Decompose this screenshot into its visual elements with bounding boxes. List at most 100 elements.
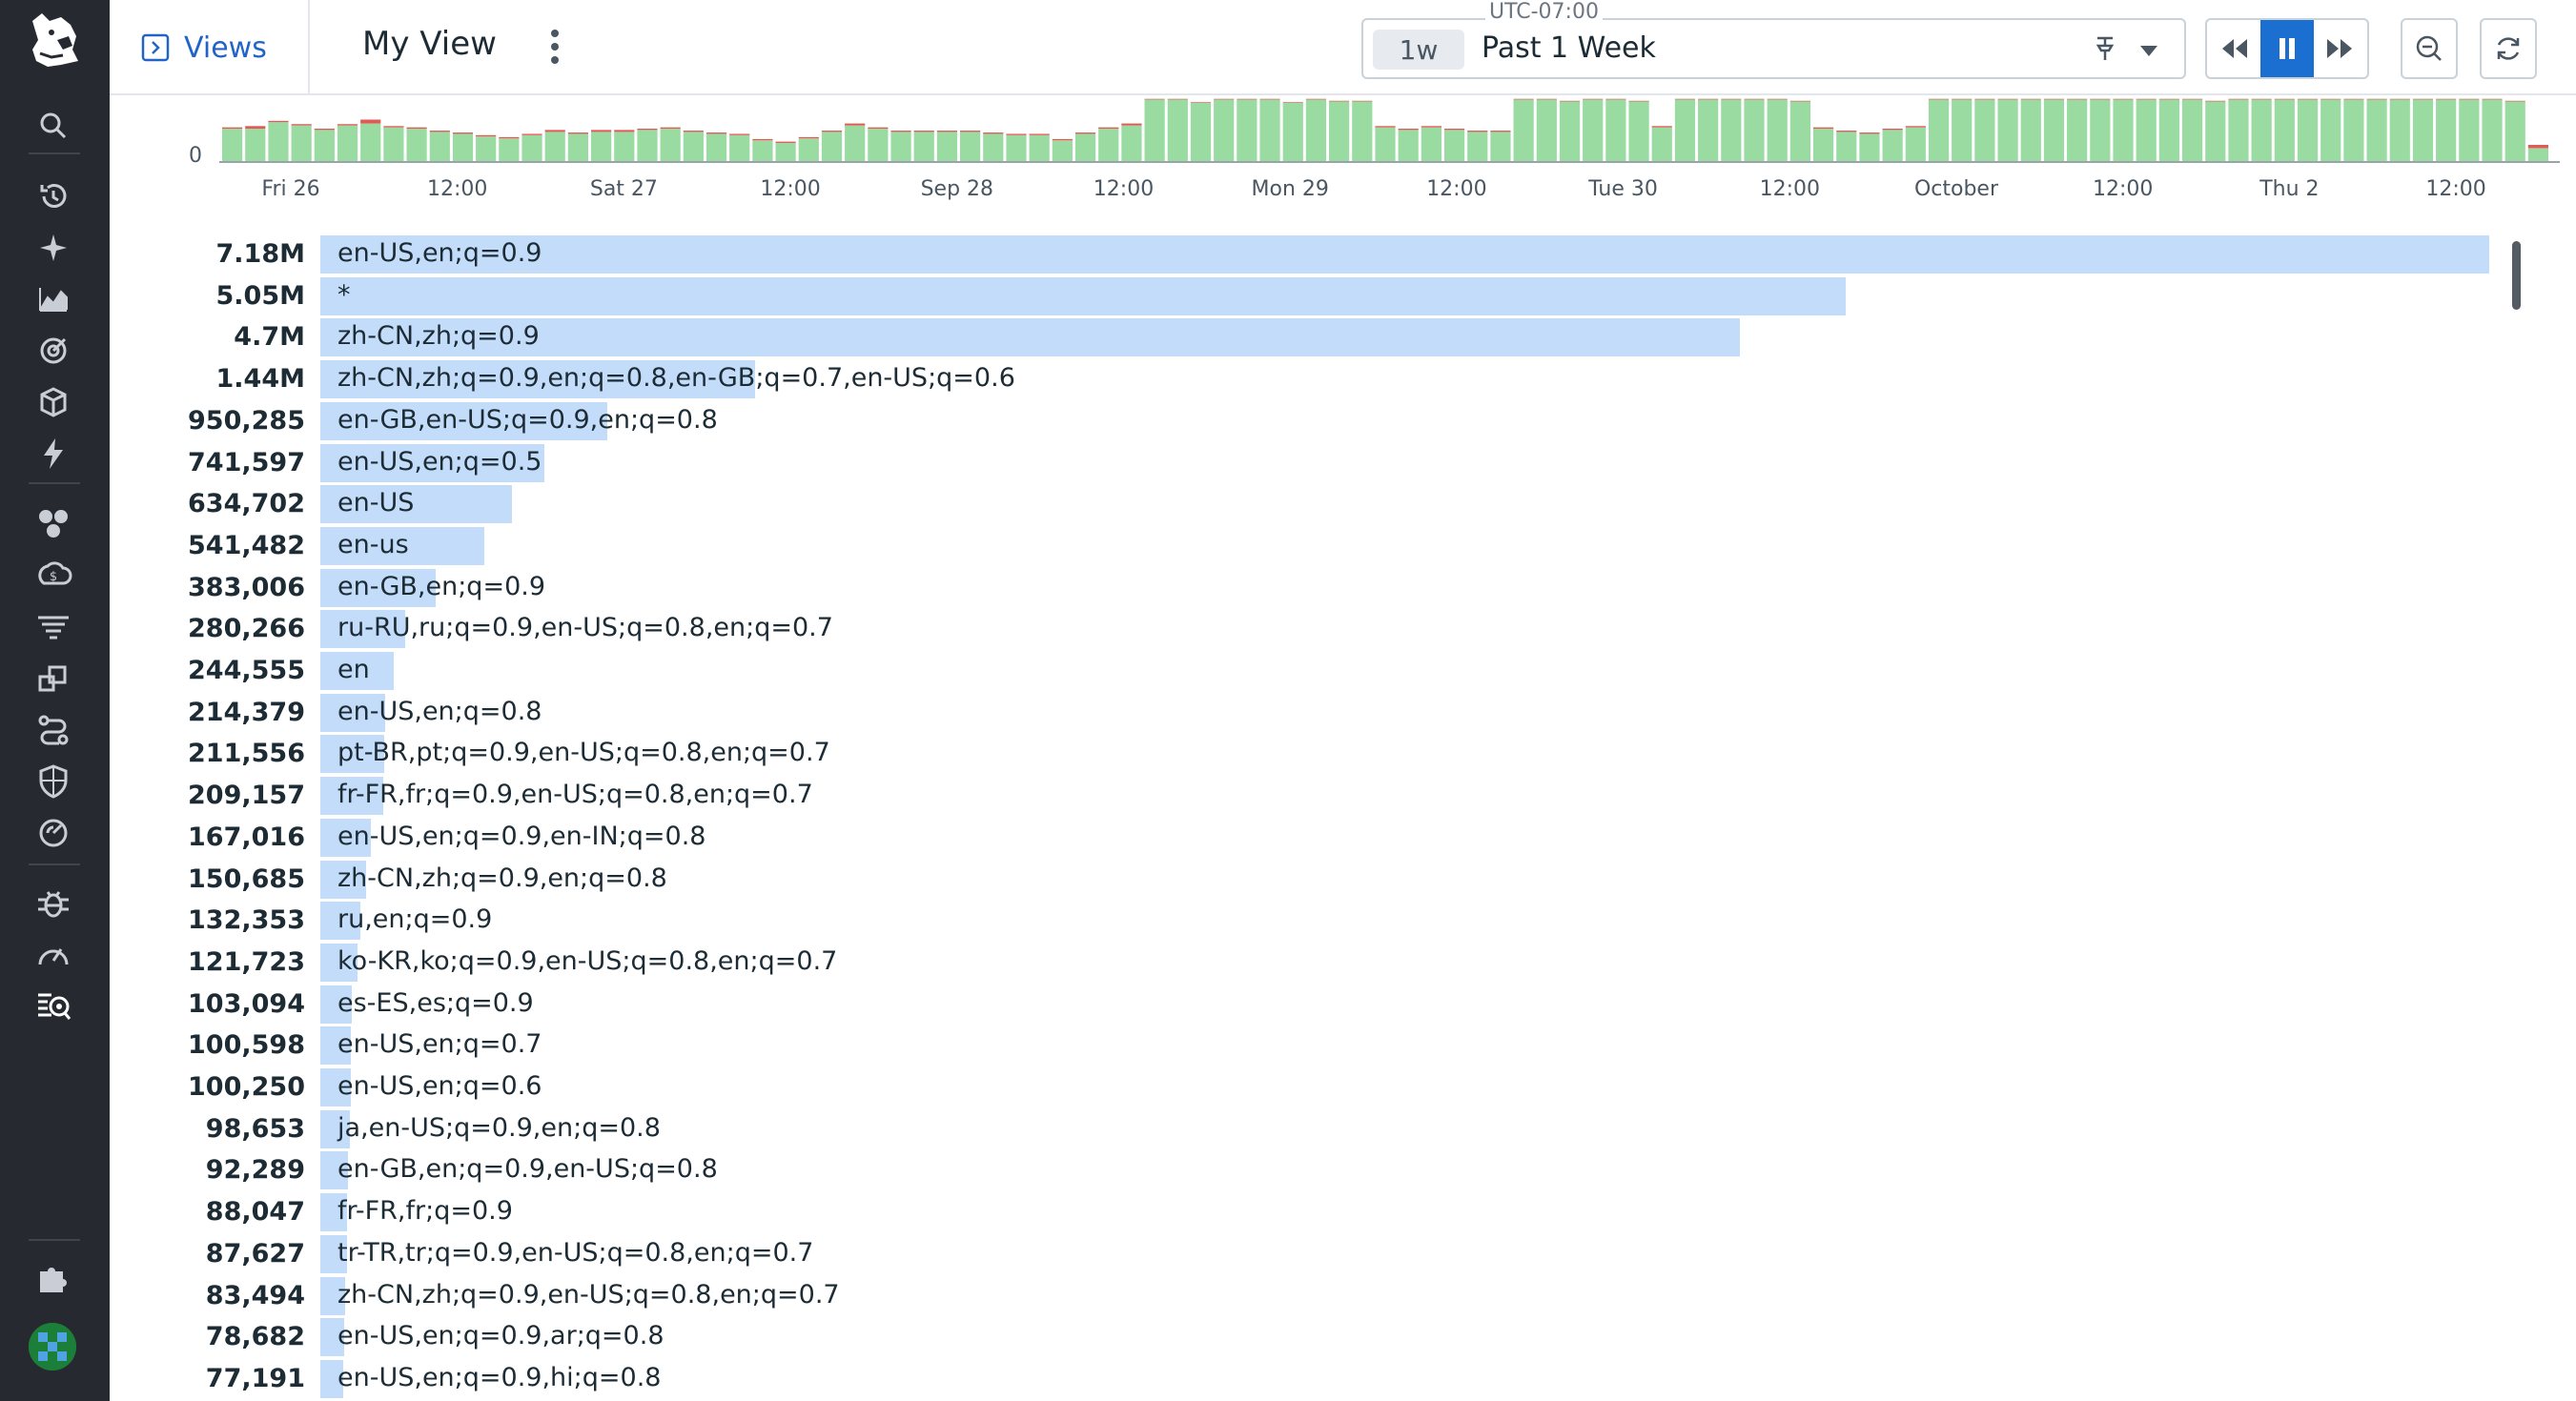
shield-icon[interactable] [34, 762, 72, 801]
bug-icon[interactable] [34, 884, 72, 923]
puzzle-icon[interactable] [34, 1258, 72, 1296]
timeline-bar[interactable] [2343, 99, 2364, 161]
timeline-bar[interactable] [1698, 99, 1719, 161]
zoom-out-button[interactable] [2402, 20, 2456, 77]
timeline-bar[interactable] [2020, 99, 2041, 161]
timeline-bar[interactable] [1282, 102, 1303, 161]
timeline-bar[interactable] [2527, 148, 2548, 161]
filter-lines-icon[interactable] [34, 608, 72, 646]
view-options-button[interactable] [541, 25, 569, 69]
timeline-bar[interactable] [1651, 127, 1672, 161]
timeline-bar[interactable] [2412, 99, 2434, 161]
timeline-bar[interactable] [660, 129, 681, 161]
cost-icon[interactable]: $ [34, 557, 72, 595]
timeline-bar[interactable] [245, 129, 266, 161]
toplist-row[interactable]: 383,006 en-GB,en;q=0.9 [110, 567, 2493, 609]
timeline-bar[interactable] [2113, 99, 2134, 161]
timeline-bar[interactable] [936, 132, 958, 161]
timeline-bar[interactable] [1928, 99, 1950, 161]
timeline-bar[interactable] [499, 138, 520, 161]
history-icon[interactable] [34, 177, 72, 215]
timeline-bar[interactable] [1074, 133, 1096, 161]
rewind-button[interactable] [2207, 20, 2260, 77]
timeline-bar[interactable] [1628, 101, 1649, 161]
refresh-button[interactable] [2482, 20, 2535, 77]
timeline-bar[interactable] [314, 130, 335, 161]
timeline-bar[interactable] [2136, 99, 2157, 161]
toplist-row[interactable]: 103,094 es-ES,es;q=0.9 [110, 984, 2493, 1025]
layers-icon[interactable] [34, 383, 72, 421]
timeline-bar[interactable] [2504, 101, 2525, 161]
volume-timeline[interactable]: 0 Fri 26 12:00 Sat 27 12:00 Sep 28 12:00 Mon 29… [110, 95, 2576, 219]
timeline-bar[interactable] [798, 138, 819, 161]
timeline-bar[interactable] [1789, 101, 1810, 161]
timeline-bar[interactable] [544, 132, 565, 161]
timeline-bar[interactable] [729, 134, 750, 161]
toplist-row[interactable]: 280,266 ru-RU,ru;q=0.9,en-US;q=0.8,en;q=0… [110, 608, 2493, 650]
timeline-bar[interactable] [752, 140, 773, 161]
fast-forward-button[interactable] [2314, 20, 2367, 77]
timeline-bar[interactable] [913, 132, 934, 161]
timeline-bar[interactable] [683, 132, 704, 161]
time-range-picker[interactable]: 1w Past 1 Week [1361, 18, 2186, 79]
timeline-bar[interactable] [1905, 127, 1926, 161]
chart-icon[interactable] [34, 280, 72, 318]
target-icon[interactable] [34, 332, 72, 370]
timeline-bar[interactable] [2459, 99, 2480, 161]
timeline-bar[interactable] [1490, 132, 1511, 161]
timeline-bar[interactable] [337, 125, 358, 161]
timeline-bar[interactable] [2297, 99, 2319, 161]
timeline-bar[interactable] [1352, 101, 1373, 161]
timeline-bar[interactable] [1121, 125, 1142, 161]
timeline-bar[interactable] [1029, 134, 1050, 161]
toplist-row[interactable]: 88,047 fr-FR,fr;q=0.9 [110, 1191, 2493, 1233]
toplist-row[interactable]: 1.44M zh-CN,zh;q=0.9,en;q=0.8,en-GB;q=0.7… [110, 358, 2493, 400]
timeline-bar[interactable] [637, 130, 658, 161]
user-avatar[interactable] [29, 1323, 76, 1371]
timeline-bar[interactable] [2181, 99, 2203, 161]
timeline-bar[interactable] [2205, 101, 2226, 161]
toplist-row[interactable]: 950,285 en-GB,en-US;q=0.9,en;q=0.8 [110, 400, 2493, 442]
timeline-bar[interactable] [960, 132, 981, 161]
pause-button[interactable] [2260, 20, 2314, 77]
timeline-bar[interactable] [222, 129, 243, 161]
timeline-bar[interactable] [2436, 99, 2457, 161]
timeline-bar[interactable] [1767, 99, 1788, 161]
timeline-bar[interactable] [1836, 132, 1857, 161]
timeline-bar[interactable] [1375, 127, 1396, 161]
timeline-bar[interactable] [1467, 132, 1488, 161]
timeline-bar[interactable] [521, 134, 542, 161]
toplist-row[interactable]: 121,723 ko-KR,ko;q=0.9,en-US;q=0.8,en;q=0… [110, 942, 2493, 984]
timeline-bar[interactable] [705, 133, 727, 161]
timeline-bar[interactable] [1559, 101, 1581, 161]
timeline-bar[interactable] [983, 133, 1004, 161]
timeline-bar[interactable] [1052, 140, 1073, 161]
toplist-row[interactable]: 167,016 en-US,en;q=0.9,en-IN;q=0.8 [110, 817, 2493, 859]
timeline-bar[interactable] [476, 136, 497, 161]
timeline-bar[interactable] [2251, 99, 2272, 161]
timeline-bar[interactable] [1421, 127, 1441, 161]
route-icon[interactable] [34, 711, 72, 749]
search-icon[interactable] [34, 107, 72, 145]
timeline-bar[interactable] [2389, 99, 2410, 161]
timeline-bar[interactable] [1744, 99, 1765, 161]
toplist-row[interactable]: 541,482 en-us [110, 525, 2493, 567]
timeline-bar[interactable] [268, 122, 289, 161]
timeline-bar[interactable] [2067, 99, 2088, 161]
timeline-bar[interactable] [1721, 99, 1742, 161]
timeline-bar[interactable] [1305, 99, 1327, 161]
timeline-bar[interactable] [291, 125, 312, 161]
timeline-bar[interactable] [1997, 99, 2018, 161]
toplist-row[interactable]: 98,653 ja,en-US;q=0.9,en;q=0.8 [110, 1108, 2493, 1150]
toplist-row[interactable]: 211,556 pt-BR,pt;q=0.9,en-US;q=0.8,en;q=0… [110, 733, 2493, 775]
timeline-bar[interactable] [775, 142, 796, 161]
bolt-icon[interactable] [34, 435, 72, 473]
timeline-bar[interactable] [2228, 99, 2249, 161]
hexagons-icon[interactable] [34, 505, 72, 543]
timeline-bar[interactable] [1605, 99, 1626, 161]
toplist-row[interactable]: 634,702 en-US [110, 483, 2493, 525]
toplist-row[interactable]: 209,157 fr-FR,fr;q=0.9,en-US;q=0.8,en;q=0… [110, 775, 2493, 817]
timeline-bar[interactable] [2043, 99, 2065, 161]
toplist-row[interactable]: 244,555 en [110, 650, 2493, 692]
toplist-row[interactable]: 100,250 en-US,en;q=0.6 [110, 1066, 2493, 1108]
